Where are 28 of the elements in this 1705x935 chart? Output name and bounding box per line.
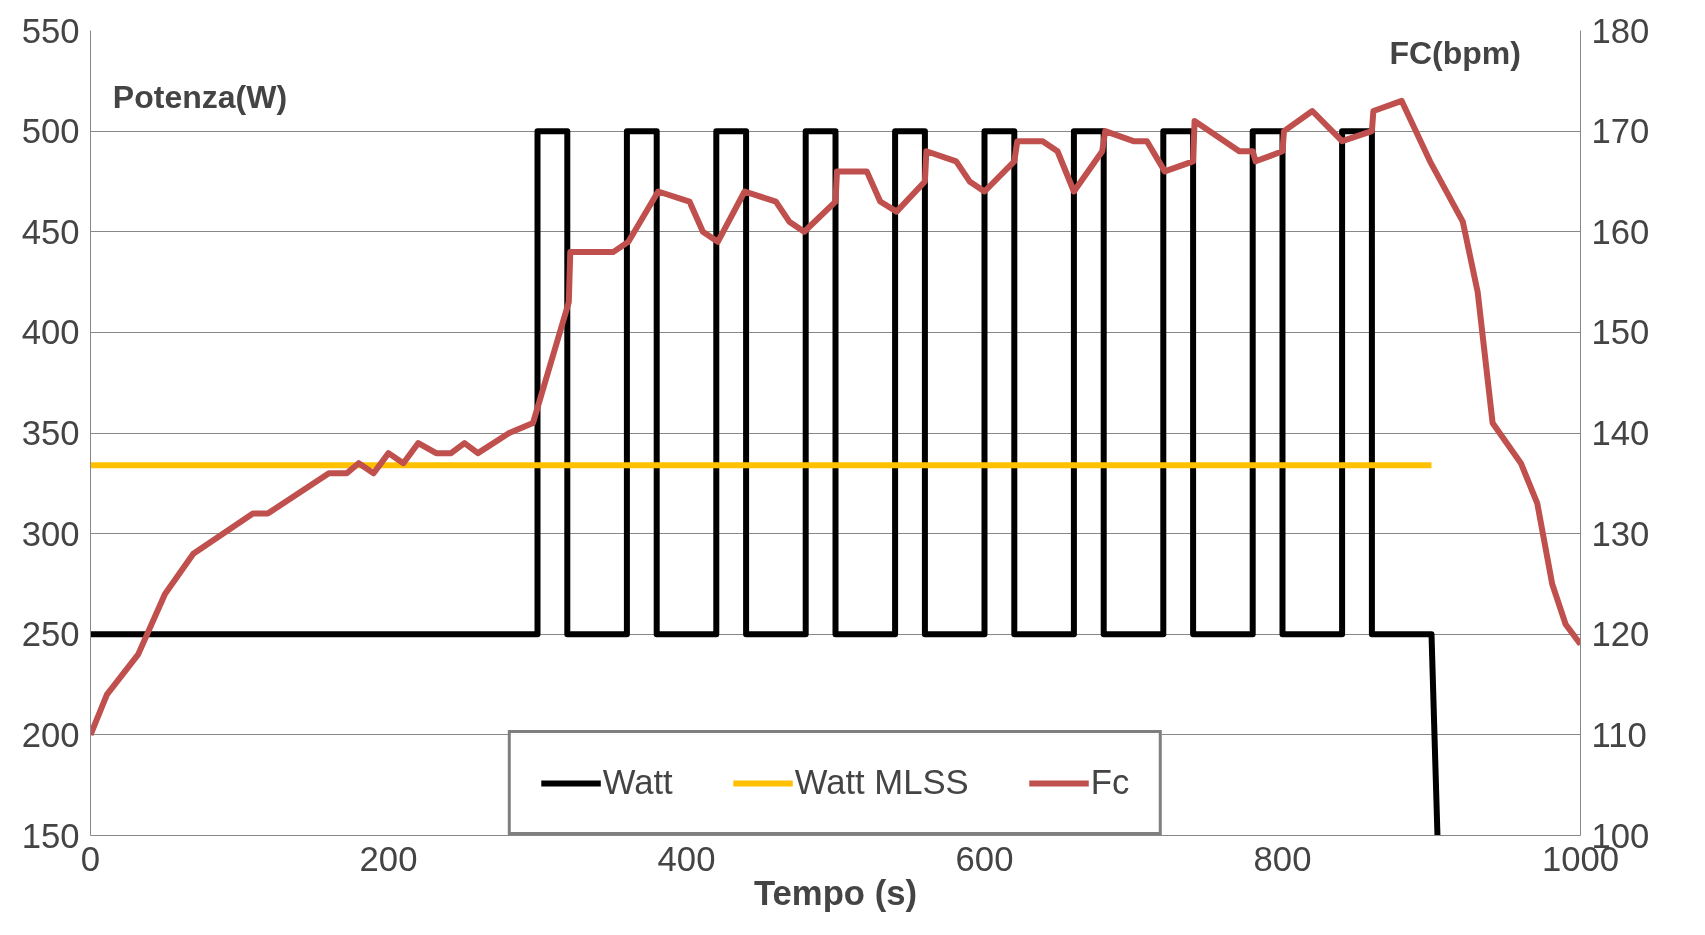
y2-tick-label: 110	[1591, 715, 1647, 754]
y2-tick-label: 130	[1591, 514, 1650, 553]
y-tick-label: 550	[21, 11, 80, 50]
y2-tick-label: 180	[1591, 11, 1650, 50]
y-tick-label: 150	[21, 816, 80, 855]
x-tick-label: 0	[80, 839, 101, 878]
x-tick-label: 400	[657, 839, 716, 878]
y2-tick-label: 140	[1591, 414, 1650, 452]
y2-tick-label: 170	[1591, 112, 1650, 151]
y-tick-label: 400	[21, 313, 80, 352]
legend-label: Fc	[1090, 763, 1130, 802]
y2-axis-title: FC(bpm)	[1389, 34, 1521, 71]
x-tick-label: 200	[359, 839, 418, 878]
y2-tick-label: 160	[1591, 212, 1650, 251]
legend-label: Watt MLSS	[794, 763, 969, 802]
x-tick-label: 600	[955, 839, 1014, 878]
y-tick-label: 500	[21, 112, 80, 151]
y-tick-label: 450	[21, 212, 80, 251]
y2-tick-label: 150	[1591, 313, 1650, 352]
x-axis-title: Tempo (s)	[754, 873, 918, 912]
legend-label: Watt	[602, 763, 673, 802]
y-tick-label: 350	[21, 414, 80, 452]
y2-tick-label: 120	[1591, 615, 1650, 654]
y-axis-title: Potenza(W)	[112, 78, 288, 115]
y-tick-label: 250	[21, 615, 80, 654]
y-tick-label: 200	[21, 715, 80, 754]
x-tick-label: 800	[1253, 839, 1312, 878]
y-tick-label: 300	[21, 514, 80, 553]
